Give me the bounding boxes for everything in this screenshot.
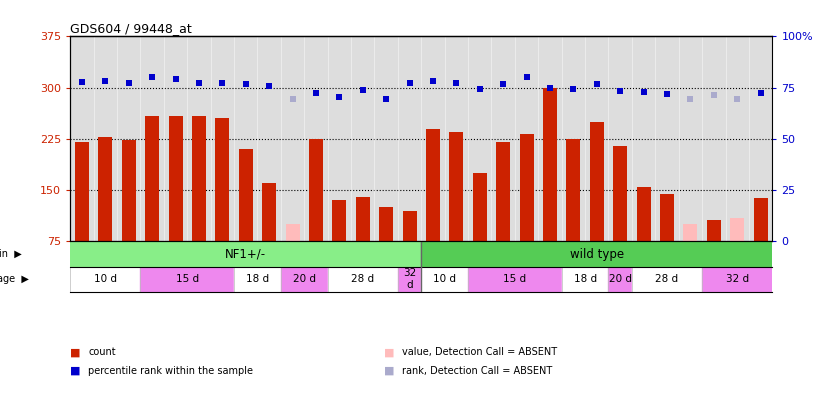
Bar bbox=[421, 266, 468, 292]
Point bbox=[122, 80, 135, 86]
Text: 15 d: 15 d bbox=[176, 274, 199, 284]
Point bbox=[660, 91, 673, 97]
Text: 20 d: 20 d bbox=[292, 274, 316, 284]
Point bbox=[145, 74, 159, 81]
Bar bbox=[449, 132, 463, 241]
Bar bbox=[702, 266, 772, 292]
Bar bbox=[239, 149, 253, 241]
Point bbox=[449, 80, 463, 86]
Text: 32 d: 32 d bbox=[726, 274, 748, 284]
Point bbox=[263, 82, 276, 89]
Point bbox=[169, 76, 183, 82]
Point bbox=[333, 93, 346, 100]
Point bbox=[684, 96, 697, 102]
Bar bbox=[567, 139, 581, 241]
Point bbox=[520, 74, 534, 81]
Point bbox=[637, 89, 650, 96]
Text: 10 d: 10 d bbox=[94, 274, 116, 284]
Point bbox=[380, 96, 393, 102]
Bar bbox=[70, 241, 421, 266]
Bar bbox=[496, 143, 510, 241]
Bar bbox=[70, 266, 140, 292]
Bar bbox=[356, 197, 370, 241]
Bar bbox=[332, 200, 346, 241]
Text: NF1+/-: NF1+/- bbox=[225, 247, 266, 260]
Bar bbox=[637, 187, 651, 241]
Bar bbox=[753, 198, 767, 241]
Bar bbox=[75, 143, 89, 241]
Bar bbox=[140, 266, 234, 292]
Point bbox=[754, 90, 767, 96]
Text: ■: ■ bbox=[384, 347, 395, 357]
Text: rank, Detection Call = ABSENT: rank, Detection Call = ABSENT bbox=[402, 366, 553, 375]
Point bbox=[426, 78, 439, 84]
Y-axis label: strain  ▶: strain ▶ bbox=[0, 249, 21, 259]
Text: 28 d: 28 d bbox=[351, 274, 374, 284]
Bar bbox=[286, 224, 300, 241]
Bar bbox=[632, 266, 702, 292]
Bar bbox=[421, 241, 784, 266]
Bar bbox=[145, 116, 159, 241]
Bar bbox=[379, 207, 393, 241]
Point bbox=[496, 81, 510, 87]
Point bbox=[614, 88, 627, 94]
Bar bbox=[398, 266, 421, 292]
Point bbox=[590, 81, 603, 87]
Point bbox=[192, 80, 206, 86]
Bar bbox=[520, 134, 534, 241]
Text: 28 d: 28 d bbox=[656, 274, 678, 284]
Text: percentile rank within the sample: percentile rank within the sample bbox=[88, 366, 254, 375]
Bar bbox=[426, 129, 440, 241]
Bar bbox=[562, 266, 609, 292]
Bar bbox=[192, 116, 206, 241]
Bar bbox=[98, 137, 112, 241]
Text: 18 d: 18 d bbox=[573, 274, 596, 284]
Bar bbox=[707, 220, 721, 241]
Text: wild type: wild type bbox=[570, 247, 624, 260]
Point bbox=[544, 85, 557, 91]
Point bbox=[240, 81, 253, 87]
Text: 10 d: 10 d bbox=[433, 274, 456, 284]
Text: 15 d: 15 d bbox=[503, 274, 526, 284]
Bar bbox=[234, 266, 281, 292]
Bar bbox=[590, 122, 604, 241]
Bar bbox=[169, 116, 183, 241]
Text: count: count bbox=[88, 347, 116, 357]
Point bbox=[75, 79, 88, 85]
Bar bbox=[262, 183, 276, 241]
Point bbox=[99, 78, 112, 84]
Bar bbox=[730, 217, 744, 241]
Bar bbox=[328, 266, 398, 292]
Bar bbox=[121, 140, 135, 241]
Point bbox=[216, 80, 229, 86]
Bar bbox=[613, 146, 627, 241]
Text: 18 d: 18 d bbox=[246, 274, 269, 284]
Bar bbox=[609, 266, 632, 292]
Bar bbox=[309, 139, 323, 241]
Text: 32
d: 32 d bbox=[403, 268, 416, 290]
Bar bbox=[472, 173, 487, 241]
Text: ■: ■ bbox=[70, 347, 81, 357]
Y-axis label: age  ▶: age ▶ bbox=[0, 274, 29, 284]
Bar bbox=[402, 211, 416, 241]
Text: value, Detection Call = ABSENT: value, Detection Call = ABSENT bbox=[402, 347, 558, 357]
Point bbox=[473, 86, 487, 92]
Point bbox=[730, 96, 743, 102]
Text: GDS604 / 99448_at: GDS604 / 99448_at bbox=[70, 22, 192, 35]
Bar bbox=[468, 266, 562, 292]
Bar bbox=[543, 88, 557, 241]
Point bbox=[356, 87, 369, 94]
Point bbox=[403, 80, 416, 86]
Bar bbox=[683, 224, 697, 241]
Bar bbox=[660, 194, 674, 241]
Text: ■: ■ bbox=[384, 366, 395, 375]
Point bbox=[707, 91, 720, 98]
Point bbox=[286, 96, 299, 102]
Point bbox=[567, 86, 580, 92]
Point bbox=[309, 90, 322, 96]
Bar bbox=[281, 266, 328, 292]
Bar bbox=[216, 118, 230, 241]
Text: ■: ■ bbox=[70, 366, 81, 375]
Text: 20 d: 20 d bbox=[609, 274, 632, 284]
